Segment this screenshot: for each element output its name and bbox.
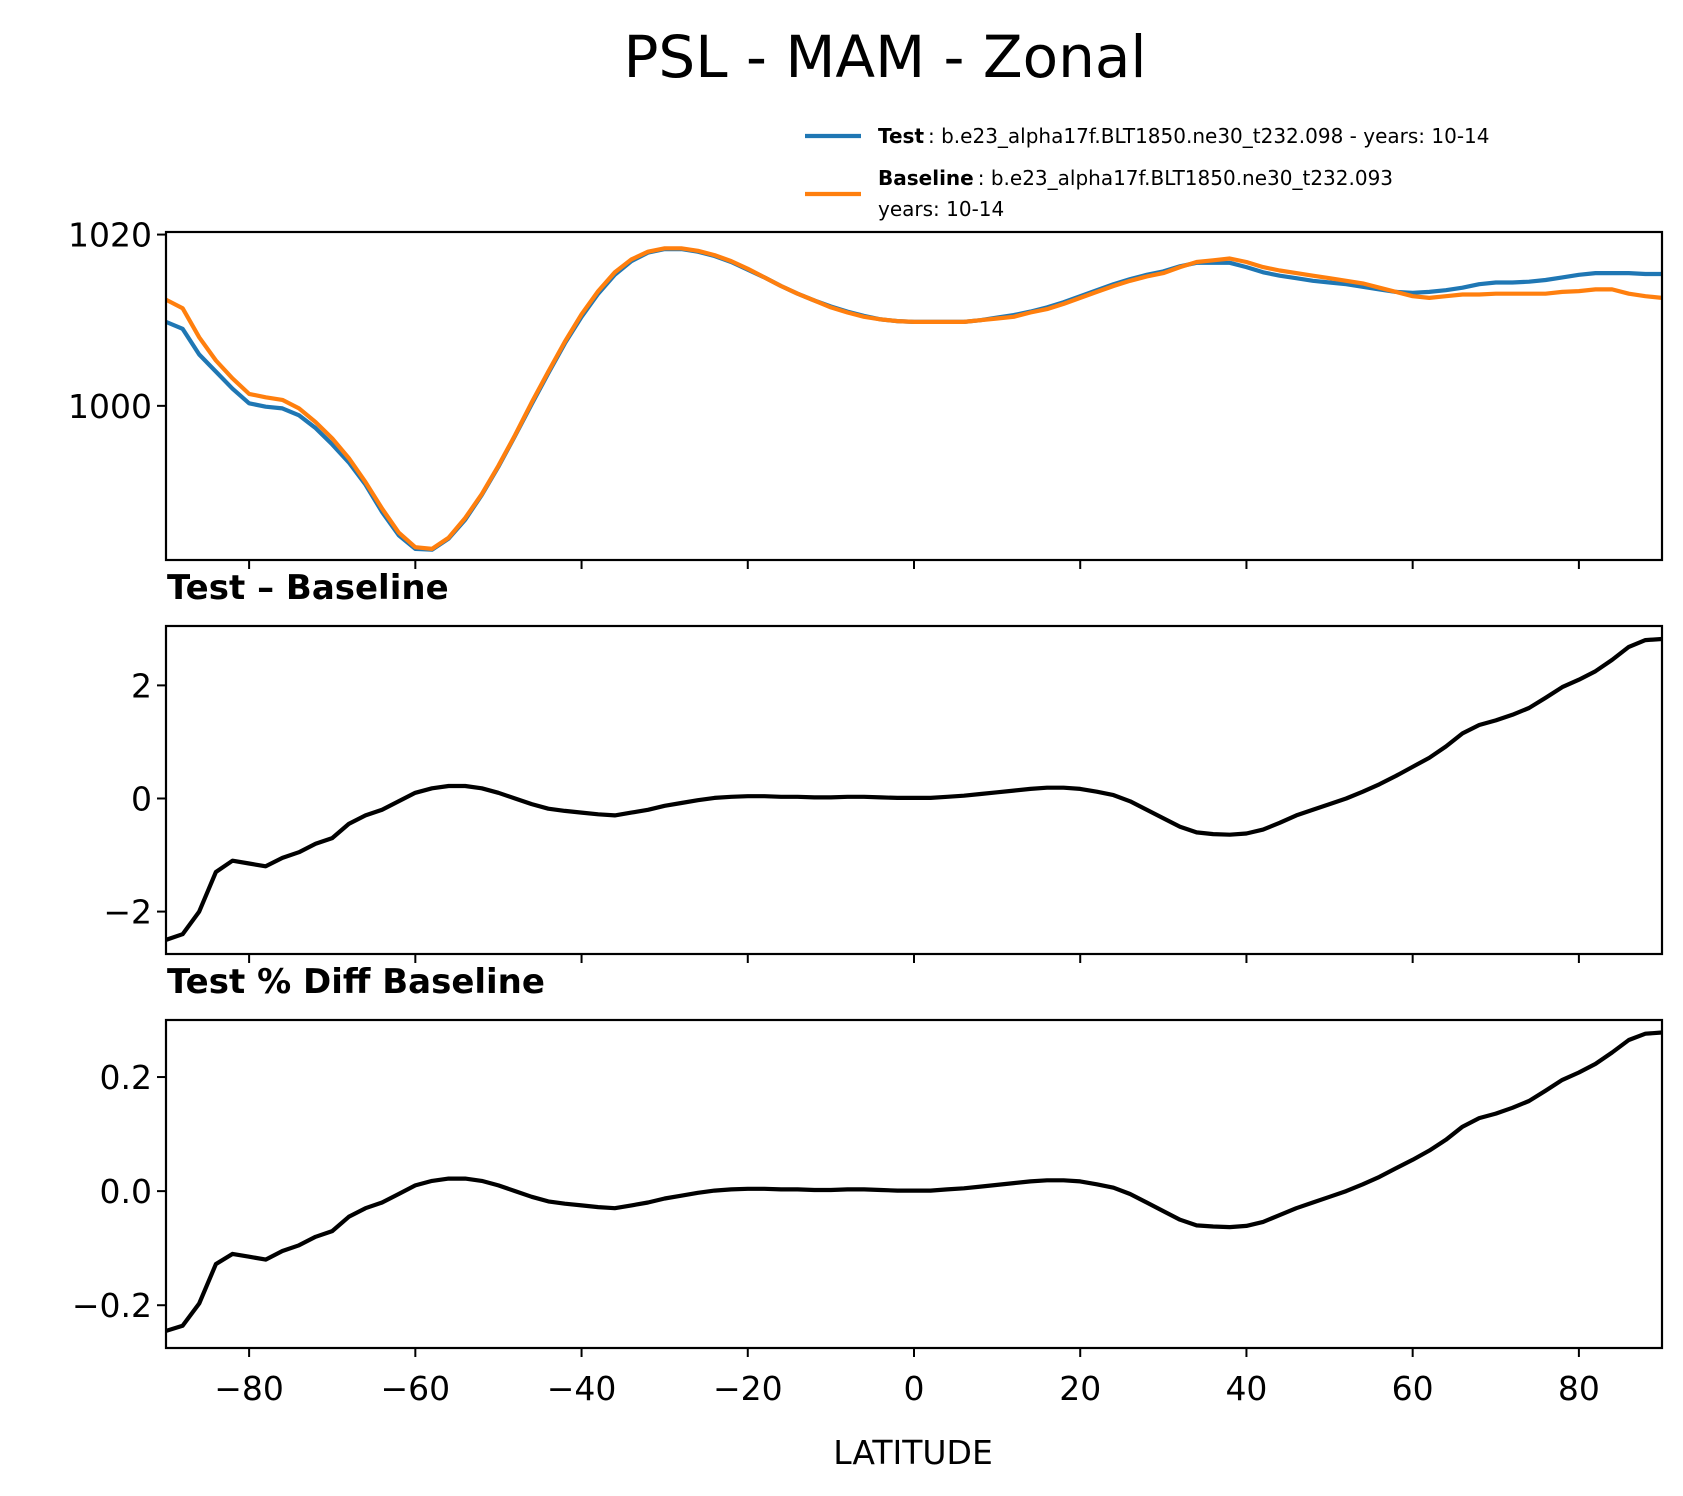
legend-baseline-bold: Baseline (878, 166, 974, 190)
series-line-diff-test-baseline (166, 636, 1662, 942)
axes-frame-diff (164, 624, 1664, 956)
panel-abs: 1000 1020 (68, 216, 1664, 569)
x-tick-label: −80 (214, 1369, 284, 1408)
axes-frame-abs (164, 230, 1664, 562)
x-tick-label: −40 (547, 1369, 617, 1408)
y-tick-label-pct: 0.0 (100, 1172, 152, 1211)
y-tick-label-diff: 2 (131, 666, 152, 705)
x-tick-label: −20 (713, 1369, 783, 1408)
series-line-abs-test (166, 247, 1662, 552)
figure-title: PSL - MAM - Zonal (623, 23, 1146, 91)
x-tick-label: −60 (381, 1369, 451, 1408)
y-tick-label-diff: 0 (131, 779, 152, 818)
legend-label-baseline: Baseline: b.e23_alpha17f.BLT1850.ne30_t2… (878, 166, 1393, 190)
legend-baseline-line2: years: 10-14 (878, 197, 1004, 221)
y-tick-label-pct: −0.2 (72, 1286, 152, 1325)
x-tick-label: 20 (1059, 1369, 1101, 1408)
y-tick-label-abs: 1000 (68, 387, 152, 426)
series-line-pct-test-diff-baseline (166, 1030, 1662, 1333)
axes-frame-pct (164, 1018, 1664, 1350)
series-line-abs-baseline (166, 246, 1662, 551)
y-tick-label-abs: 1020 (68, 216, 152, 255)
x-tick-label: 40 (1225, 1369, 1267, 1408)
x-tick-label: 60 (1392, 1369, 1434, 1408)
x-tick-label: 0 (904, 1369, 925, 1408)
legend-test-bold: Test (878, 124, 924, 148)
y-tick-label-pct: 0.2 (100, 1058, 152, 1097)
panel-pct: −0.2 0.0 0.2 −80 −60 −40 −20 0 20 40 60 80 (72, 1018, 1664, 1408)
x-tick-label: 80 (1558, 1369, 1600, 1408)
legend: Test: b.e23_alpha17f.BLT1850.ne30_t232.0… (805, 124, 1490, 221)
panel-diff: −2 0 2 (103, 624, 1664, 963)
x-axis-label: LATITUDE (833, 1433, 993, 1472)
panel-title-percent-diff: Test % Diff Baseline (167, 962, 545, 1002)
legend-baseline-text: : b.e23_alpha17f.BLT1850.ne30_t232.093 (978, 166, 1393, 190)
legend-test-text: : b.e23_alpha17f.BLT1850.ne30_t232.098 -… (928, 124, 1489, 148)
panel-title-difference: Test – Baseline (167, 568, 449, 608)
legend-label-test: Test: b.e23_alpha17f.BLT1850.ne30_t232.0… (878, 124, 1490, 148)
y-tick-label-diff: −2 (103, 893, 152, 932)
